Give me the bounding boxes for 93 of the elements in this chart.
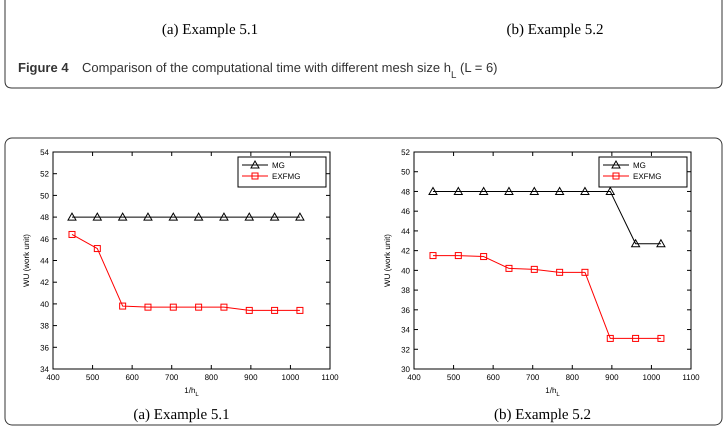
point: [504, 186, 514, 195]
point: [195, 304, 202, 311]
x-tick-label: 800: [566, 373, 580, 382]
point: [271, 306, 278, 314]
x-tick-label: 1000: [642, 373, 661, 382]
text: (b) Example 5.2: [506, 22, 604, 38]
legend-label: MG: [633, 161, 646, 170]
point: [92, 212, 102, 221]
point: [429, 252, 436, 260]
x-tick-label: 1100: [321, 373, 340, 382]
point: [296, 306, 304, 314]
legend-label: MG: [272, 161, 285, 170]
y-tick-label: 36: [401, 306, 411, 315]
point: [143, 212, 152, 221]
x-tick-label: 500: [446, 373, 461, 382]
x-tick-label: 900: [605, 373, 620, 382]
y-tick-label: 32: [401, 345, 411, 354]
point: [67, 212, 76, 221]
y-tick-label: 38: [401, 286, 411, 296]
text: Comparison of the computational time with different mesh size h$_{L}$ (L = 6): [82, 60, 498, 80]
point: [581, 268, 588, 276]
x-tick-label: 400: [407, 373, 422, 382]
x-tick-label: 700: [526, 373, 540, 382]
y-axis-title: WU (work unit): [22, 234, 31, 287]
point: [505, 264, 512, 272]
point: [454, 252, 462, 260]
y-tick-label: 30: [401, 365, 411, 374]
point: [194, 212, 204, 221]
y-tick-label: 40: [401, 266, 411, 276]
point: [244, 212, 254, 221]
point: [246, 306, 253, 314]
point: [656, 239, 666, 248]
y-tick-label: 50: [40, 191, 50, 200]
point: [94, 245, 101, 252]
point: [479, 186, 488, 195]
x-tick-label: 800: [204, 373, 219, 382]
y-tick-label: 46: [401, 207, 411, 216]
point: [168, 212, 178, 221]
y-tick-label: 44: [401, 226, 411, 236]
y-tick-label: 48: [401, 187, 411, 196]
y-tick-label: 38: [40, 322, 50, 331]
x-tick-label: 500: [86, 373, 100, 382]
x-tick-label: 900: [244, 373, 258, 382]
y-tick-label: 52: [401, 148, 411, 157]
caption: Figure 4: [18, 60, 70, 75]
point: [270, 212, 280, 221]
y-axis-title: WU (work unit): [383, 234, 392, 287]
y-tick-label: 48: [40, 213, 50, 222]
text: (b) Example 5.2: [494, 407, 592, 423]
point: [631, 239, 640, 248]
point: [295, 212, 304, 221]
text: (a) Example 5.1: [133, 407, 230, 423]
y-tick-label: 34: [40, 365, 50, 374]
point: [119, 302, 126, 310]
y-tick-label: 34: [401, 326, 411, 335]
point: [555, 186, 564, 195]
point: [170, 304, 177, 311]
point: [118, 212, 128, 221]
point: [144, 304, 152, 311]
y-tick-label: 36: [40, 343, 50, 352]
point: [480, 253, 488, 260]
y-tick-label: 50: [401, 168, 411, 177]
point: [220, 304, 228, 311]
point: [580, 186, 590, 195]
x-axis-title: 1/h$_{L}$: [184, 386, 200, 398]
point: [530, 266, 538, 273]
legend-label: EXFMG: [272, 172, 300, 181]
y-tick-label: 42: [401, 246, 411, 256]
x-tick-label: 1000: [282, 373, 300, 382]
point: [606, 334, 614, 342]
x-tick-label: 600: [486, 373, 500, 382]
point: [454, 186, 463, 195]
x-tick-label: 1100: [682, 373, 700, 382]
point: [530, 186, 539, 195]
x-axis-title: 1/h$_{L}$: [545, 386, 560, 398]
y-tick-label: 44: [40, 256, 50, 266]
y-tick-label: 54: [40, 148, 50, 157]
y-tick-label: 40: [40, 300, 50, 309]
point: [657, 334, 664, 342]
y-tick-label: 52: [40, 170, 50, 179]
x-tick-label: 600: [125, 373, 140, 382]
legend-label: EXFMG: [633, 172, 662, 181]
x-tick-label: 400: [46, 373, 60, 382]
point: [606, 186, 615, 195]
point: [632, 334, 640, 342]
y-tick-label: 42: [40, 278, 50, 288]
point: [556, 268, 564, 276]
point: [219, 212, 228, 221]
point: [428, 186, 438, 195]
x-tick-label: 700: [165, 373, 179, 382]
text: (a) Example 5.1: [162, 22, 258, 38]
point: [68, 230, 76, 238]
y-tick-label: 46: [40, 234, 50, 244]
